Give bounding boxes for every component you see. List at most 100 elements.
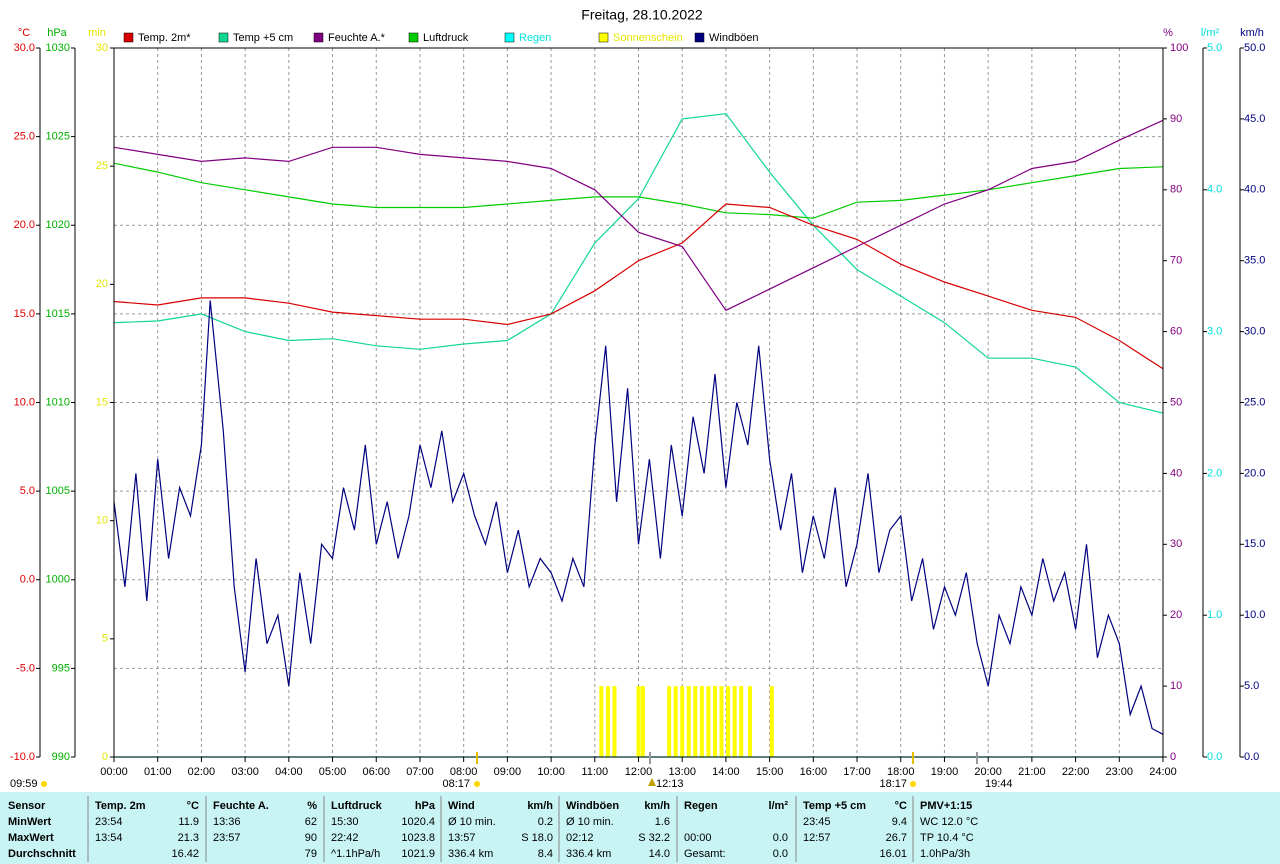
- x-tick-label: 03:00: [231, 766, 259, 778]
- y-tick-label: 10: [1170, 680, 1182, 692]
- cell-right: 0.0: [773, 848, 788, 860]
- cell-right: 26.7: [886, 832, 907, 844]
- x-tick-label: 05:00: [319, 766, 347, 778]
- column-title: Feuchte A.: [213, 800, 269, 812]
- axis-unit: hPa: [47, 27, 67, 39]
- sunshine-bar: [747, 686, 752, 757]
- axis-unit: l/m²: [1201, 27, 1220, 39]
- y-tick-label: 45.0: [1244, 113, 1265, 125]
- y-tick-label: 1.0: [1207, 609, 1222, 621]
- column-title: Luftdruck: [331, 800, 383, 812]
- y-tick-label: 30.0: [1244, 326, 1265, 338]
- y-tick-label: 1020: [46, 219, 70, 231]
- cell-left: 22:42: [331, 832, 359, 844]
- noon-marker: [648, 778, 656, 786]
- cell-right: 8.4: [538, 848, 553, 860]
- y-tick-label: 30: [96, 42, 108, 54]
- y-tick-label: 0: [1170, 751, 1176, 763]
- cell-right: 9.4: [892, 816, 907, 828]
- y-tick-label: 5: [102, 633, 108, 645]
- column-unit: %: [307, 800, 317, 812]
- sunshine-bar: [699, 686, 704, 757]
- cell-left: TP 10.4 °C: [920, 832, 974, 844]
- sunshine-bar: [686, 686, 691, 757]
- y-tick-label: 990: [52, 751, 70, 763]
- plot-area: [113, 48, 1164, 758]
- legend-swatch: [598, 32, 609, 43]
- legend-label: Temp. 2m*: [138, 32, 191, 44]
- legend-swatch: [123, 32, 134, 43]
- legend-swatch: [504, 32, 515, 43]
- cell-left: 23:57: [213, 832, 241, 844]
- sunshine-bar: [706, 686, 711, 757]
- column-unit: hPa: [415, 800, 436, 812]
- x-tick-label: 23:00: [1106, 766, 1134, 778]
- sunshine-bar: [769, 686, 774, 757]
- x-tick-label: 19:00: [931, 766, 959, 778]
- legend-swatch: [313, 32, 324, 43]
- y-tick-label: 0: [102, 751, 108, 763]
- x-tick-label: 11:00: [581, 766, 608, 778]
- y-tick-label: 70: [1170, 255, 1182, 267]
- y-tick-label: 20: [96, 278, 108, 290]
- cell-right: 1023.8: [401, 832, 435, 844]
- legend-swatch: [694, 32, 705, 43]
- y-tick-label: 0.0: [1207, 751, 1222, 763]
- cell-right: 90: [305, 832, 317, 844]
- table-background: [0, 792, 1280, 864]
- event-time: 12:13: [656, 778, 684, 790]
- column-title: Temp. 2m: [95, 800, 146, 812]
- y-tick-label: 1030: [46, 42, 70, 54]
- y-tick-label: 0.0: [20, 574, 35, 586]
- series-line: [113, 300, 1164, 735]
- cell-right: 1020.4: [401, 816, 435, 828]
- y-tick-label: 30.0: [14, 42, 35, 54]
- sunshine-bar: [726, 686, 731, 757]
- sunshine-bar: [599, 686, 604, 757]
- x-tick-label: 07:00: [406, 766, 434, 778]
- x-tick-label: 21:00: [1018, 766, 1046, 778]
- event-time: 08:17: [442, 778, 470, 790]
- x-tick-label: 20:00: [974, 766, 1002, 778]
- legend-label: Feuchte A.*: [328, 32, 386, 44]
- x-tick-label: 10:00: [537, 766, 565, 778]
- column-title: Regen: [684, 800, 718, 812]
- cell-right: 1.6: [655, 816, 670, 828]
- axis-unit: min: [88, 27, 106, 39]
- y-tick-label: 100: [1170, 42, 1188, 54]
- sunshine-bar: [712, 686, 717, 757]
- y-tick-label: -5.0: [16, 662, 35, 674]
- cell-right: 16.42: [171, 848, 199, 860]
- x-tick-label: 00:00: [100, 766, 128, 778]
- column-title: Wind: [448, 800, 475, 812]
- cell-left: 336.4 km: [566, 848, 611, 860]
- sunshine-bar: [680, 686, 685, 757]
- cell-left: 336.4 km: [448, 848, 493, 860]
- x-tick-label: 08:00: [450, 766, 478, 778]
- y-tick-label: 20.0: [1244, 467, 1265, 479]
- event-time: 19:44: [985, 778, 1013, 790]
- legend-label: Temp +5 cm: [233, 32, 293, 44]
- legend-label: Windböen: [709, 32, 759, 44]
- cell-left: ^1.1hPa/h: [331, 848, 380, 860]
- cell-left: 1.0hPa/3h: [920, 848, 970, 860]
- sunshine-bar: [667, 686, 672, 757]
- cell-left: 13:54: [95, 832, 123, 844]
- x-tick-label: 18:00: [887, 766, 915, 778]
- y-tick-label: 3.0: [1207, 326, 1222, 338]
- x-tick-label: 01:00: [144, 766, 172, 778]
- legend-label: Regen: [519, 32, 551, 44]
- sunshine-bar: [640, 686, 645, 757]
- cell-right: S 18.0: [521, 832, 553, 844]
- cell-right: 14.0: [649, 848, 670, 860]
- cell-right: 0.0: [773, 832, 788, 844]
- y-tick-label: 40.0: [1244, 184, 1265, 196]
- x-tick-label: 22:00: [1062, 766, 1090, 778]
- column-title: PMV+1:15: [920, 800, 972, 812]
- cell-right: 1021.9: [401, 848, 435, 860]
- cell-left: 15:30: [331, 816, 359, 828]
- x-tick-label: 12:00: [625, 766, 653, 778]
- y-tick-label: 50.0: [1244, 42, 1265, 54]
- x-tick-label: 09:00: [494, 766, 522, 778]
